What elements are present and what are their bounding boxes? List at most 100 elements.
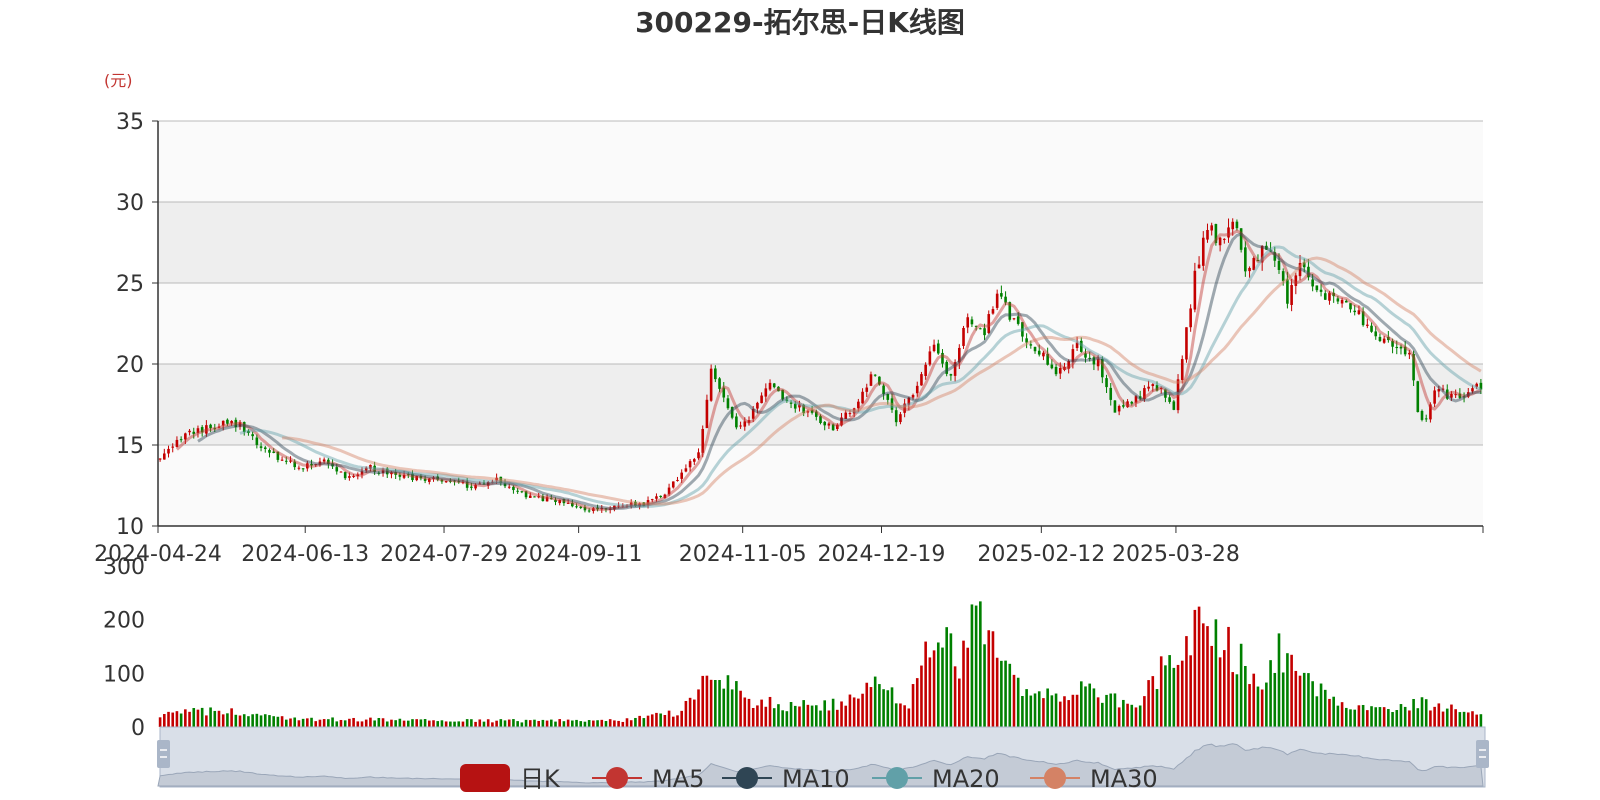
candlestick bbox=[1366, 318, 1369, 329]
candle-body bbox=[512, 486, 515, 491]
candle-body bbox=[1113, 400, 1117, 413]
candle-body bbox=[1260, 246, 1264, 263]
candle-body bbox=[705, 399, 709, 429]
candle-body bbox=[520, 491, 524, 493]
volume-bar bbox=[785, 711, 789, 727]
candlestick bbox=[364, 466, 368, 473]
candlestick bbox=[192, 427, 196, 439]
candle-body bbox=[697, 452, 700, 459]
candlestick bbox=[1134, 394, 1138, 408]
volume-bar bbox=[760, 699, 763, 727]
candle-body bbox=[974, 325, 978, 327]
legend-item-ma10[interactable]: MA10 bbox=[722, 765, 850, 793]
candlestick bbox=[457, 477, 461, 484]
candlestick bbox=[512, 485, 515, 494]
candle-body bbox=[1319, 289, 1323, 292]
candle-body bbox=[970, 319, 974, 325]
candle-body bbox=[1286, 279, 1289, 304]
legend-item-kline[interactable]: 日K bbox=[460, 764, 561, 793]
candlestick bbox=[1281, 268, 1285, 286]
candlestick bbox=[1433, 386, 1436, 408]
candlestick bbox=[663, 493, 667, 499]
volume-bar bbox=[402, 720, 406, 727]
candlestick bbox=[322, 457, 326, 464]
volume-bar bbox=[1029, 695, 1033, 727]
volume-bar bbox=[1433, 706, 1436, 727]
volume-bar bbox=[491, 722, 494, 727]
volume-bar bbox=[1168, 655, 1171, 727]
volume-bar bbox=[629, 720, 633, 727]
volume-bar bbox=[911, 684, 915, 727]
date-tick-label: 2024-12-19 bbox=[818, 542, 946, 567]
legend-label: MA5 bbox=[652, 765, 704, 793]
volume-bar bbox=[247, 716, 250, 727]
candlestick bbox=[306, 460, 309, 472]
candlestick bbox=[406, 472, 410, 479]
candle-body bbox=[411, 473, 414, 481]
volume-bar bbox=[1399, 704, 1403, 727]
price-tick-label: 35 bbox=[116, 110, 144, 135]
volume-bar bbox=[398, 718, 402, 727]
volume-bar bbox=[1021, 696, 1024, 727]
candle-body bbox=[1067, 360, 1070, 369]
volume-bar bbox=[474, 721, 477, 727]
candlestick bbox=[983, 323, 986, 340]
volume-bar bbox=[1462, 711, 1466, 727]
volume-bar bbox=[1244, 665, 1247, 727]
candlestick bbox=[987, 310, 991, 334]
volume-bar bbox=[1479, 714, 1483, 727]
candlestick bbox=[226, 418, 229, 426]
volume-bar bbox=[562, 721, 566, 727]
candle-body bbox=[1458, 393, 1462, 398]
volume-bar bbox=[596, 720, 599, 727]
legend-item-ma20[interactable]: MA20 bbox=[872, 765, 1000, 793]
volume-bar bbox=[482, 721, 486, 727]
candle-body bbox=[1479, 382, 1483, 390]
volume-bar bbox=[583, 721, 587, 727]
candle-body bbox=[920, 374, 923, 386]
candle-body bbox=[1294, 275, 1298, 286]
candle-body bbox=[1374, 331, 1378, 337]
candle-body bbox=[604, 508, 608, 510]
volume-bar bbox=[823, 700, 827, 727]
volume-bar bbox=[958, 678, 961, 727]
candle-body bbox=[650, 499, 654, 501]
candle-body bbox=[1189, 308, 1192, 328]
volume-bar bbox=[512, 719, 515, 727]
candle-body bbox=[1357, 310, 1361, 315]
candlestick bbox=[587, 508, 591, 513]
legend-item-ma5[interactable]: MA5 bbox=[592, 765, 704, 793]
candlestick bbox=[1122, 399, 1125, 409]
legend-item-ma30[interactable]: MA30 bbox=[1030, 765, 1158, 793]
candlestick bbox=[486, 480, 490, 489]
candlestick bbox=[1147, 380, 1150, 392]
zoom-left-handle[interactable] bbox=[157, 740, 170, 768]
candle-body bbox=[1252, 257, 1256, 270]
candle-body bbox=[1126, 401, 1129, 408]
candlestick bbox=[1311, 273, 1314, 292]
candle-body bbox=[739, 425, 742, 427]
candle-body bbox=[1101, 359, 1104, 378]
candlestick bbox=[1332, 288, 1335, 303]
zoom-right-handle[interactable] bbox=[1476, 740, 1489, 768]
candlestick bbox=[1416, 380, 1420, 413]
candlestick bbox=[819, 414, 822, 425]
volume-bar bbox=[520, 722, 524, 727]
candlestick bbox=[899, 411, 902, 425]
candle-body bbox=[1378, 336, 1382, 341]
volume-bar bbox=[726, 675, 730, 727]
volume-bar bbox=[419, 719, 423, 727]
price-band bbox=[158, 121, 1483, 202]
candle-body bbox=[949, 374, 953, 376]
data-zoom-slider[interactable] bbox=[157, 726, 1489, 788]
candle-body bbox=[751, 408, 755, 419]
candlestick bbox=[579, 505, 583, 510]
candlestick bbox=[642, 501, 646, 507]
candlestick bbox=[1391, 338, 1394, 354]
candle-body bbox=[259, 446, 263, 448]
volume-bar bbox=[528, 720, 532, 727]
candle-body bbox=[575, 506, 578, 508]
candlestick bbox=[200, 425, 204, 437]
candle-body bbox=[936, 343, 940, 354]
candlestick bbox=[238, 420, 242, 430]
